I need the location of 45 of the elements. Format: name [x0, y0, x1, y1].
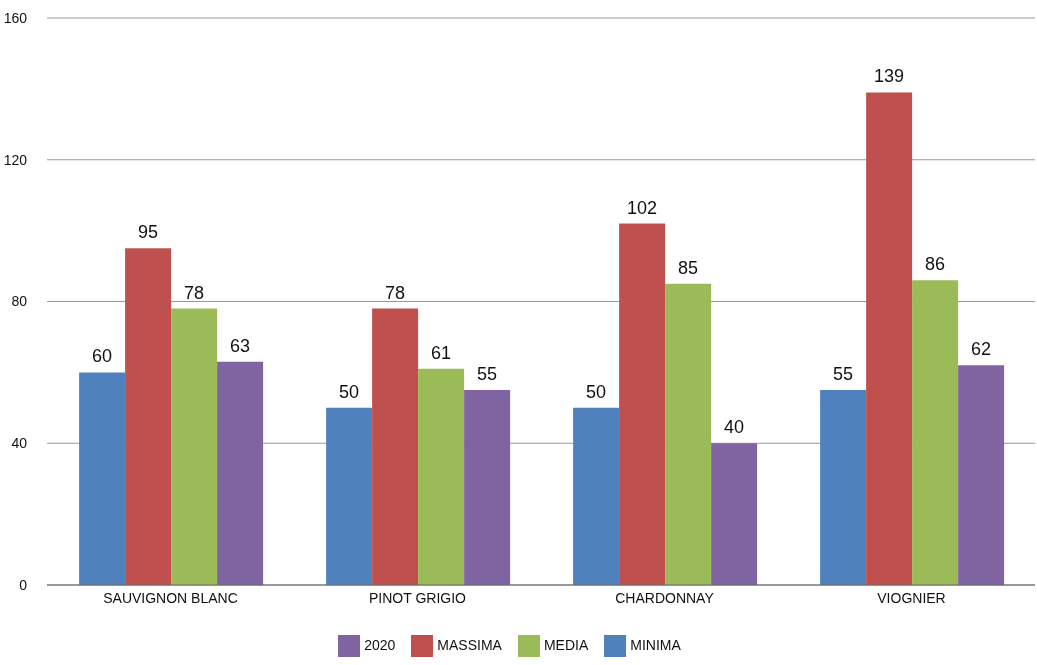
- data-label: 50: [586, 381, 607, 402]
- y-tick-label: 160: [3, 9, 28, 26]
- data-label: 139: [874, 66, 905, 87]
- legend-label: MINIMA: [630, 636, 681, 653]
- data-label: 95: [138, 222, 159, 243]
- bar: [619, 223, 666, 585]
- bar: [326, 407, 373, 585]
- bar: [217, 361, 264, 585]
- bar: [171, 308, 218, 585]
- data-label: 40: [724, 417, 745, 438]
- x-tick-label: SAUVIGNON BLANC: [103, 589, 238, 606]
- x-tick-label: CHARDONNAY: [615, 589, 715, 606]
- bar: [573, 407, 620, 585]
- bar: [866, 92, 913, 585]
- bar: [372, 308, 419, 585]
- data-label: 102: [627, 197, 658, 218]
- legend-label: 2020: [364, 636, 396, 653]
- x-tick-label: VIOGNIER: [877, 589, 946, 606]
- data-label: 50: [339, 381, 360, 402]
- bar: [125, 248, 172, 585]
- bar: [711, 443, 758, 585]
- data-label: 55: [833, 364, 854, 385]
- data-label: 78: [385, 282, 406, 303]
- bar: [79, 372, 126, 585]
- bar: [912, 280, 959, 585]
- bar: [418, 368, 465, 585]
- data-label: 61: [431, 342, 452, 363]
- bar: [958, 365, 1005, 585]
- x-tick-label: PINOT GRIGIO: [369, 589, 467, 606]
- y-tick-label: 80: [11, 293, 28, 310]
- data-label: 63: [230, 335, 251, 356]
- data-label: 55: [477, 364, 498, 385]
- legend-label: MASSIMA: [437, 636, 502, 653]
- data-label: 78: [184, 282, 205, 303]
- y-tick-label: 120: [3, 151, 28, 168]
- y-tick-label: 40: [11, 435, 28, 452]
- bar: [464, 390, 511, 585]
- y-tick-label: 0: [19, 576, 28, 593]
- data-label: 85: [678, 257, 699, 278]
- data-label: 86: [925, 254, 946, 275]
- data-label: 62: [971, 339, 992, 360]
- bar: [820, 390, 867, 585]
- data-label: 60: [92, 346, 113, 367]
- bar: [665, 283, 712, 585]
- legend-label: MEDIA: [543, 636, 589, 653]
